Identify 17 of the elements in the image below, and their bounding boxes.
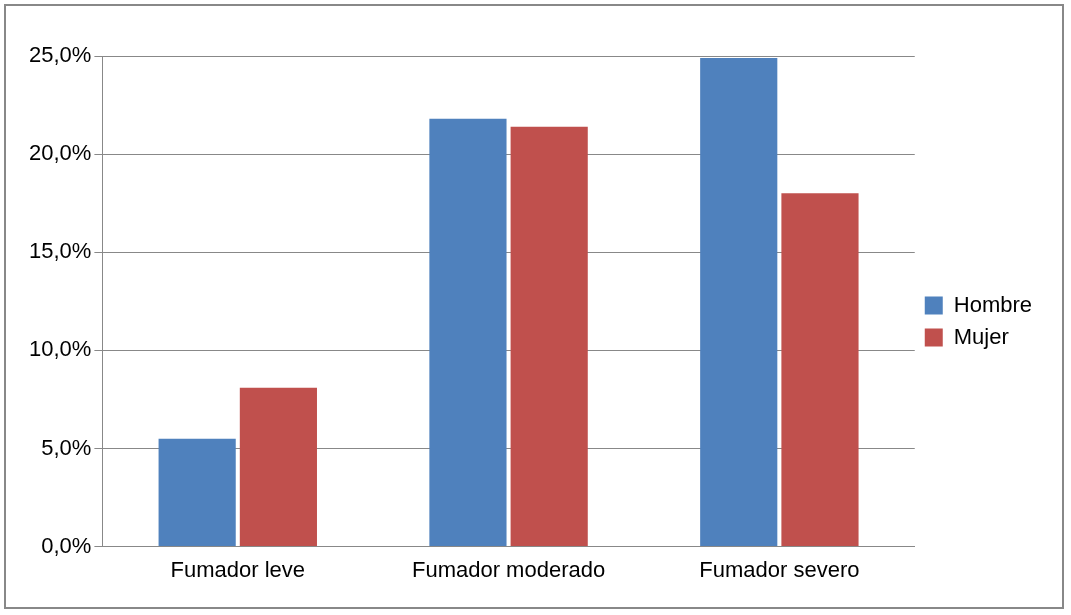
bar xyxy=(781,193,859,547)
bar xyxy=(510,126,588,547)
bar xyxy=(429,118,507,547)
y-tick-label: 10,0% xyxy=(28,336,92,362)
bar xyxy=(239,387,317,547)
x-tick-label: Fumador leve xyxy=(170,556,306,582)
y-tick-label: 15,0% xyxy=(28,238,92,264)
legend-label: Hombre xyxy=(953,291,1032,317)
legend-label: Mujer xyxy=(953,323,1009,349)
bar xyxy=(700,57,778,547)
x-tick-label: Fumador severo xyxy=(699,556,860,582)
y-tick-label: 20,0% xyxy=(28,140,92,166)
y-tick-label: 0,0% xyxy=(41,532,92,558)
bar xyxy=(158,438,236,547)
y-tick-label: 5,0% xyxy=(41,434,92,460)
x-tick-label: Fumador moderado xyxy=(411,556,606,582)
y-tick-label: 25,0% xyxy=(28,42,92,68)
